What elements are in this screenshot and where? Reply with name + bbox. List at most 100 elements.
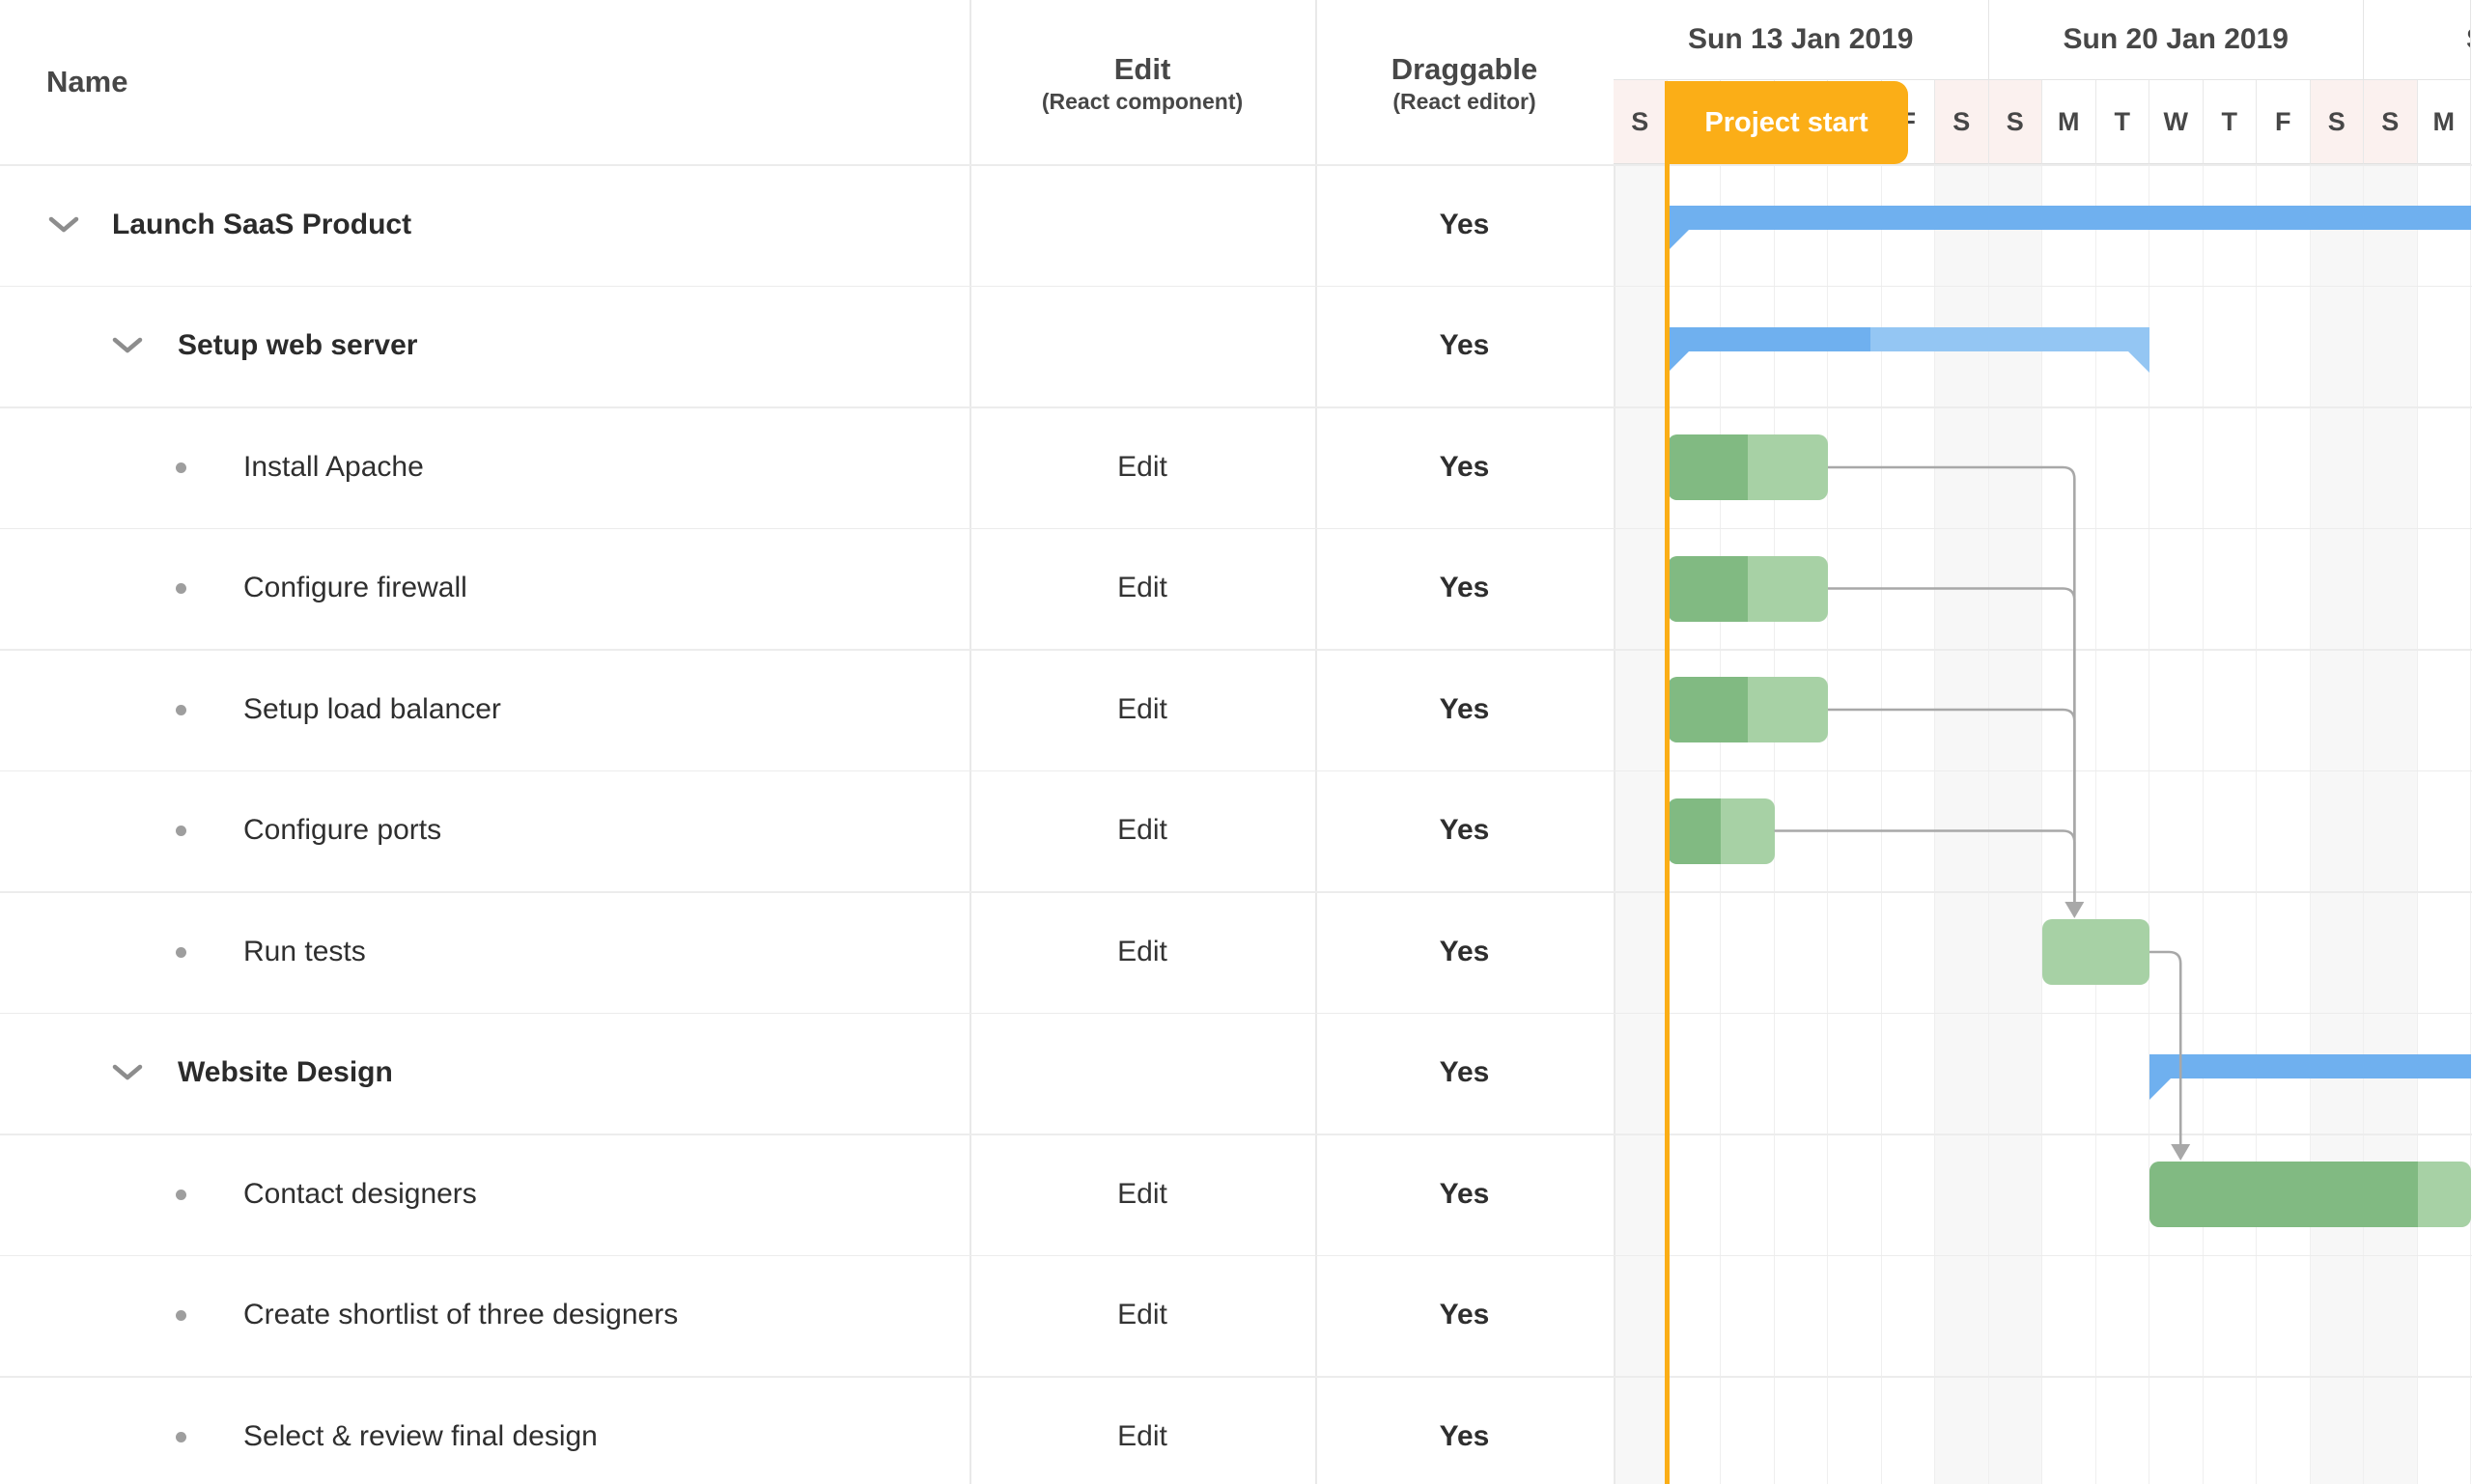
task-bar-website-design[interactable] xyxy=(2149,1053,2471,1078)
task-name: Setup web server xyxy=(178,329,418,362)
task-row[interactable]: Setup web server Yes xyxy=(0,286,1614,407)
task-bar-progress xyxy=(1667,326,1871,351)
day-column xyxy=(2257,164,2311,1484)
task-bullet-icon xyxy=(176,583,186,595)
task-name: Run tests xyxy=(243,935,366,967)
day-header-cell[interactable]: T xyxy=(2203,80,2257,164)
chevron-down-icon[interactable] xyxy=(48,216,79,234)
task-name: Contact designers xyxy=(243,1177,477,1210)
task-bullet-icon xyxy=(176,1431,186,1442)
task-bar-progress xyxy=(1667,434,1748,500)
day-header-cell[interactable]: W xyxy=(2149,80,2204,164)
day-column xyxy=(1882,164,1935,1484)
task-bar-launch-saas-product[interactable] xyxy=(1667,206,2471,230)
column-header-draggable[interactable]: Draggable (React editor) xyxy=(1315,0,1614,164)
day-header-cell[interactable]: S xyxy=(1988,80,2042,164)
draggable-value: Yes xyxy=(1439,935,1490,967)
task-bar-setup-load-balancer[interactable] xyxy=(1667,677,1828,742)
edit-button[interactable]: Edit xyxy=(1117,1419,1167,1452)
task-bar-progress xyxy=(1667,798,1721,864)
row-divider xyxy=(0,1376,2472,1378)
week-header-cell[interactable]: Sun 27 Jan 2019 xyxy=(2364,0,2471,80)
edit-button[interactable]: Edit xyxy=(1117,1177,1167,1210)
task-name: Install Apache xyxy=(243,450,424,483)
task-name: Create shortlist of three designers xyxy=(243,1299,679,1331)
draggable-value: Yes xyxy=(1439,814,1490,847)
day-column xyxy=(1828,164,1882,1484)
task-bar-setup-web-server[interactable] xyxy=(1667,326,2149,351)
day-column xyxy=(1935,164,1989,1484)
row-divider xyxy=(0,649,2472,651)
edit-button[interactable]: Edit xyxy=(1117,814,1167,847)
task-bar-run-tests[interactable] xyxy=(2042,919,2149,985)
task-bar-progress xyxy=(2149,1162,2418,1227)
edit-button[interactable]: Edit xyxy=(1117,1299,1167,1331)
draggable-value: Yes xyxy=(1439,1299,1490,1331)
column-header-draggable-label: Draggable xyxy=(1390,51,1538,86)
task-bar-progress xyxy=(1667,555,1748,622)
day-header-cell[interactable]: S xyxy=(2364,80,2418,164)
draggable-value: Yes xyxy=(1439,329,1490,362)
task-row[interactable]: Run tests Edit Yes xyxy=(0,891,1614,1013)
week-header-cell[interactable]: Sun 13 Jan 2019 xyxy=(1614,0,1989,80)
day-header-cell[interactable]: F xyxy=(2257,80,2311,164)
task-row[interactable]: Setup load balancer Edit Yes xyxy=(0,649,1614,770)
column-header-name[interactable]: Name xyxy=(46,65,128,98)
row-divider xyxy=(0,527,2472,529)
day-column xyxy=(2042,164,2096,1484)
day-header-cell[interactable]: S xyxy=(1935,80,1989,164)
column-divider xyxy=(1614,0,1615,1484)
task-row[interactable]: Configure ports Edit Yes xyxy=(0,770,1614,892)
day-header-cell[interactable]: M xyxy=(2042,80,2096,164)
task-name: Setup load balancer xyxy=(243,692,501,725)
task-bullet-icon xyxy=(176,946,186,958)
task-bar-configure-ports[interactable] xyxy=(1667,798,1775,864)
chevron-down-icon[interactable] xyxy=(112,337,143,354)
task-row[interactable]: Contact designers Edit Yes xyxy=(0,1134,1614,1255)
day-column xyxy=(2204,164,2257,1484)
day-header-cell[interactable]: M xyxy=(2417,80,2471,164)
week-header-cell[interactable]: Sun 20 Jan 2019 xyxy=(1988,0,2364,80)
edit-button[interactable]: Edit xyxy=(1117,935,1167,967)
task-name: Select & review final design xyxy=(243,1419,598,1452)
week-header-label: Sun 20 Jan 2019 xyxy=(2063,23,2289,55)
row-divider xyxy=(0,770,2472,771)
day-header-cell[interactable]: T xyxy=(2095,80,2149,164)
task-row[interactable]: Install Apache Edit Yes xyxy=(0,406,1614,528)
day-column xyxy=(1988,164,2042,1484)
day-column xyxy=(2418,164,2471,1484)
draggable-value: Yes xyxy=(1439,692,1490,725)
row-divider xyxy=(0,406,2472,408)
chevron-down-icon[interactable] xyxy=(112,1064,143,1081)
task-row[interactable]: Configure firewall Edit Yes xyxy=(0,528,1614,650)
day-header-cell[interactable]: S xyxy=(2310,80,2364,164)
task-row[interactable]: Website Design Yes xyxy=(0,1013,1614,1134)
task-row[interactable]: Select & review final design Edit Yes xyxy=(0,1376,1614,1484)
task-row[interactable]: Create shortlist of three designers Edit Y… xyxy=(0,1255,1614,1377)
project-start-marker[interactable]: Project start xyxy=(1665,81,1908,164)
edit-button[interactable]: Edit xyxy=(1117,692,1167,725)
day-column xyxy=(1614,164,1668,1484)
task-bar-contact-designers[interactable] xyxy=(2149,1162,2471,1227)
column-header-edit-label: Edit xyxy=(1113,51,1171,86)
task-row[interactable]: Launch SaaS Product Yes xyxy=(0,164,1614,286)
edit-button[interactable]: Edit xyxy=(1117,450,1167,483)
parent-bar-right-tail xyxy=(2128,350,2149,373)
project-start-line xyxy=(1665,81,1670,1484)
row-divider xyxy=(0,1012,2472,1014)
row-divider xyxy=(0,285,2472,287)
parent-bar-left-tail xyxy=(1667,230,1689,251)
edit-button[interactable]: Edit xyxy=(1117,572,1167,604)
task-bullet-icon xyxy=(176,704,186,715)
task-bar-install-apache[interactable] xyxy=(1667,434,1828,500)
parent-bar-left-tail xyxy=(2149,1078,2171,1100)
column-header-edit[interactable]: Edit (React component) xyxy=(969,0,1315,164)
task-bullet-icon xyxy=(176,826,186,837)
day-header-cell[interactable]: S xyxy=(1614,80,1668,164)
day-column xyxy=(1775,164,1828,1484)
task-bar-configure-firewall[interactable] xyxy=(1667,555,1828,622)
task-name: Configure ports xyxy=(243,814,442,847)
day-column xyxy=(2096,164,2149,1484)
draggable-value: Yes xyxy=(1439,1419,1490,1452)
